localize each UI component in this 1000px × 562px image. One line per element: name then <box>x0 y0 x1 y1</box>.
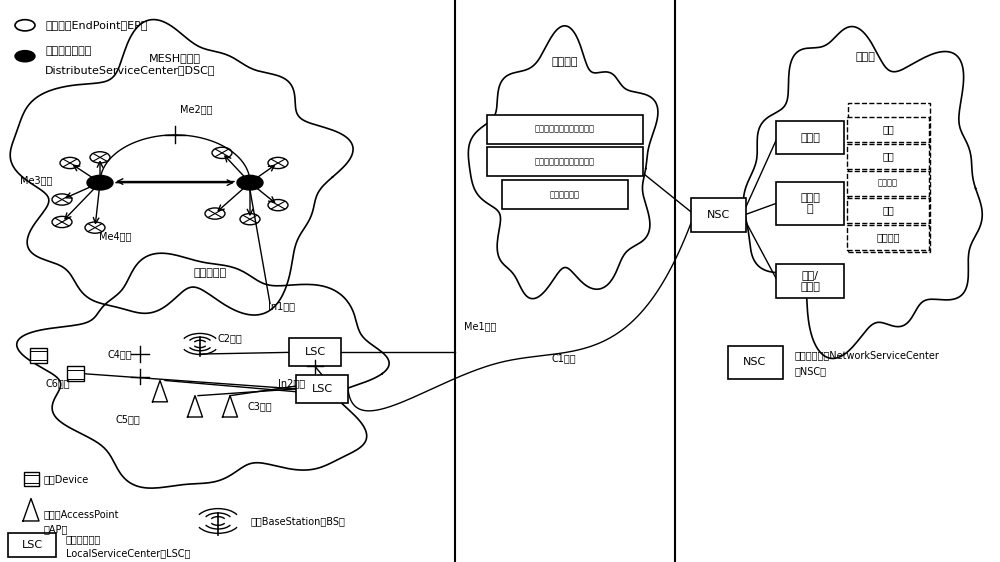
Text: 基站BaseStation（BS）: 基站BaseStation（BS） <box>251 516 346 526</box>
Text: NSC: NSC <box>706 210 730 220</box>
Text: Me4接口: Me4接口 <box>99 231 131 241</box>
Bar <box>30 347 46 363</box>
Text: （NSC）: （NSC） <box>795 366 827 376</box>
Text: NSC: NSC <box>743 357 767 368</box>
Text: C6接口: C6接口 <box>45 378 70 388</box>
Circle shape <box>237 175 263 190</box>
Text: C5接口: C5接口 <box>115 414 140 424</box>
Text: 有线回传网络（例如光纤）: 有线回传网络（例如光纤） <box>535 125 595 134</box>
Text: 回传网络: 回传网络 <box>552 57 578 67</box>
Text: Me3接口: Me3接口 <box>20 175 52 185</box>
Bar <box>487 147 642 176</box>
Bar <box>847 116 929 142</box>
Text: C1接口: C1接口 <box>552 353 577 364</box>
Text: 业务管理: 业务管理 <box>876 232 900 242</box>
Bar <box>728 346 782 379</box>
Bar <box>487 115 642 144</box>
Bar <box>847 197 929 223</box>
Text: 数据中
心: 数据中 心 <box>800 193 820 214</box>
Bar <box>24 472 38 486</box>
Text: 服务器: 服务器 <box>800 133 820 143</box>
Text: LSC: LSC <box>304 347 326 357</box>
Circle shape <box>15 51 35 62</box>
Text: C3接口: C3接口 <box>248 401 273 411</box>
Text: In1接口: In1接口 <box>268 301 295 311</box>
Text: 无线回传网络（例如微波）: 无线回传网络（例如微波） <box>535 157 595 166</box>
Text: 移动蜂窝网络: 移动蜂窝网络 <box>550 190 580 199</box>
Bar <box>296 375 348 403</box>
Bar <box>66 366 84 382</box>
Circle shape <box>87 175 113 190</box>
Bar <box>776 264 844 298</box>
Text: 本地服务中心: 本地服务中心 <box>66 534 101 545</box>
Text: 末端节点EndPoint（EP）: 末端节点EndPoint（EP） <box>45 20 148 30</box>
Polygon shape <box>743 26 982 359</box>
Text: Me1接口: Me1接口 <box>464 321 496 331</box>
Text: In2接口: In2接口 <box>278 378 305 388</box>
Bar <box>502 180 628 209</box>
Bar <box>847 171 929 196</box>
Text: 网关/
路由器: 网关/ 路由器 <box>800 270 820 292</box>
Polygon shape <box>17 253 389 488</box>
Text: 核心网: 核心网 <box>855 52 875 62</box>
Text: 接入点AccessPoint: 接入点AccessPoint <box>44 509 120 519</box>
Text: DistributeServiceCenter（DSC）: DistributeServiceCenter（DSC） <box>45 65 216 75</box>
Text: 设备Device: 设备Device <box>44 474 89 484</box>
Text: LocalServiceCenter（LSC）: LocalServiceCenter（LSC） <box>66 549 190 559</box>
Text: （AP）: （AP） <box>44 524 68 534</box>
Text: 网络服务中心NetworkServiceCenter: 网络服务中心NetworkServiceCenter <box>795 350 940 360</box>
Bar <box>848 103 930 252</box>
Text: C2接口: C2接口 <box>218 333 243 343</box>
Text: LSC: LSC <box>21 540 43 550</box>
Text: 分布式服务中心: 分布式服务中心 <box>45 46 91 56</box>
Bar <box>776 121 844 154</box>
Text: 计费: 计费 <box>882 205 894 215</box>
Text: MESH接入网: MESH接入网 <box>149 53 201 64</box>
Text: 蜂窝接入网: 蜂窝接入网 <box>193 268 227 278</box>
Bar <box>776 183 844 225</box>
Text: 策略控制: 策略控制 <box>878 179 898 188</box>
Bar <box>847 225 929 250</box>
Bar <box>8 533 56 557</box>
Text: 签约: 签约 <box>882 151 894 161</box>
Text: Me2接口: Me2接口 <box>180 105 212 115</box>
Bar <box>690 198 746 232</box>
Text: LSC: LSC <box>311 384 333 394</box>
Bar <box>847 143 929 169</box>
Text: 安全: 安全 <box>882 124 894 134</box>
Polygon shape <box>468 26 658 298</box>
Text: C4接口: C4接口 <box>108 349 133 359</box>
Polygon shape <box>10 20 353 315</box>
Bar <box>289 338 341 366</box>
